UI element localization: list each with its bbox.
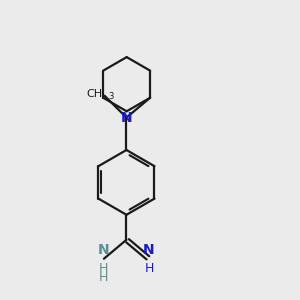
Text: H: H bbox=[144, 262, 154, 275]
Text: N: N bbox=[143, 243, 155, 257]
Text: N: N bbox=[98, 243, 110, 257]
Text: CH: CH bbox=[86, 89, 102, 99]
Text: N: N bbox=[121, 111, 132, 124]
Text: H: H bbox=[99, 271, 109, 284]
Text: H: H bbox=[99, 262, 109, 275]
Text: 3: 3 bbox=[108, 92, 113, 101]
